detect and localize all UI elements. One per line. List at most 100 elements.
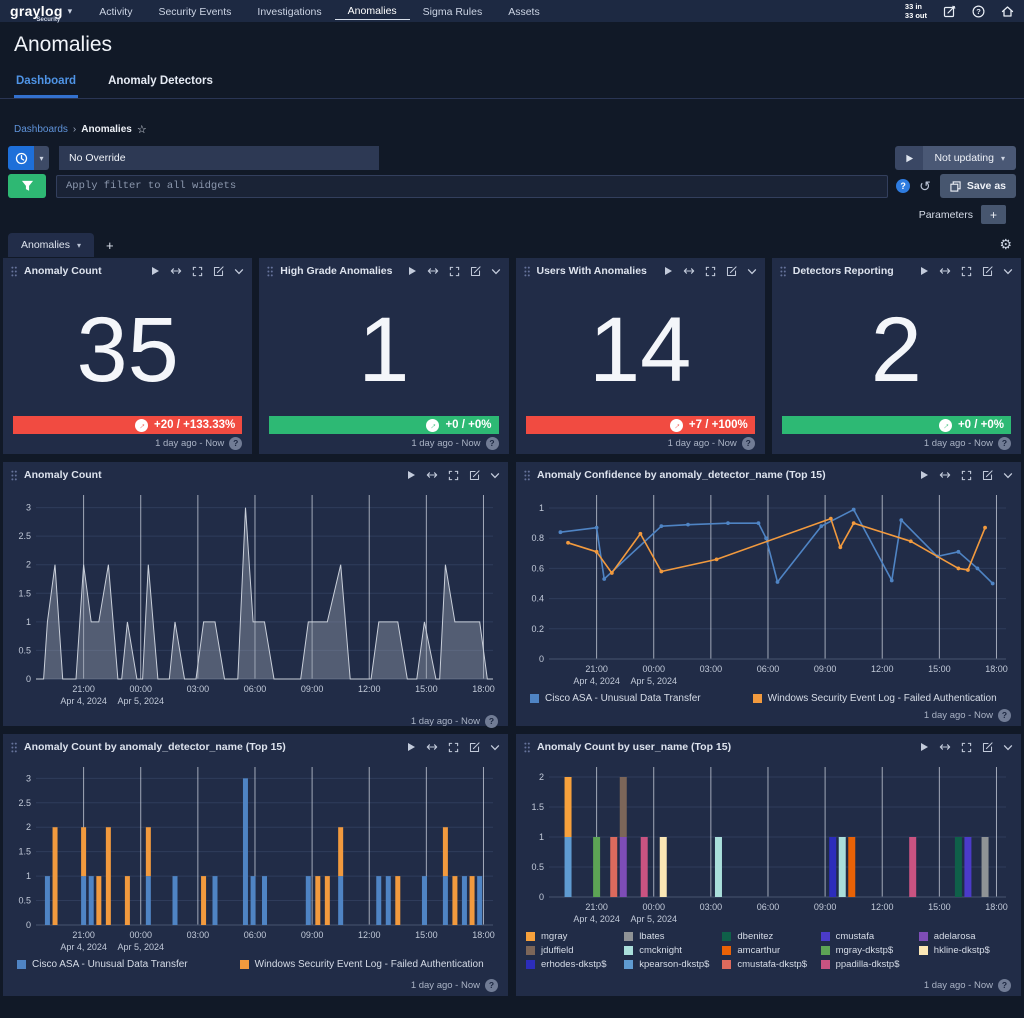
focus-widget-icon[interactable] — [448, 470, 459, 481]
legend-item[interactable]: mgray-dkstp$ — [821, 945, 913, 956]
edit-widget-icon[interactable] — [469, 742, 480, 753]
focus-widget-icon[interactable] — [448, 742, 459, 753]
breadcrumb-dashboards-link[interactable]: Dashboards — [14, 124, 68, 135]
drag-handle-icon[interactable] — [11, 470, 17, 481]
drag-handle-icon[interactable] — [11, 266, 17, 277]
chevron-down-icon[interactable] — [234, 267, 244, 276]
help-icon[interactable]: ? — [972, 5, 985, 18]
drag-handle-icon[interactable] — [524, 742, 530, 753]
play-widget-icon[interactable] — [919, 266, 929, 276]
legend-item[interactable]: cmustafa — [821, 931, 913, 942]
chevron-down-icon[interactable] — [491, 267, 501, 276]
refresh-play-button[interactable] — [895, 146, 923, 170]
nav-item-activity[interactable]: Activity — [86, 3, 145, 20]
widget-info-icon[interactable]: ? — [486, 437, 499, 450]
save-as-button[interactable]: Save as — [940, 174, 1016, 198]
move-horizontal-icon[interactable] — [939, 470, 951, 480]
home-icon[interactable] — [1001, 5, 1014, 18]
play-widget-icon[interactable] — [406, 470, 416, 480]
edit-widget-icon[interactable] — [982, 266, 993, 277]
edit-widget-icon[interactable] — [470, 266, 481, 277]
chevron-down-icon[interactable] — [490, 471, 500, 480]
play-widget-icon[interactable] — [407, 266, 417, 276]
legend-item[interactable]: erhodes-dkstp$ — [526, 959, 618, 970]
focus-widget-icon[interactable] — [961, 742, 972, 753]
filter-button[interactable] — [8, 174, 46, 198]
query-filter-input[interactable] — [56, 175, 888, 198]
drag-handle-icon[interactable] — [524, 470, 530, 481]
legend-item[interactable]: Cisco ASA - Unusual Data Transfer — [530, 693, 701, 704]
nav-item-sigma-rules[interactable]: Sigma Rules — [410, 3, 496, 20]
legend-item[interactable]: jduffield — [526, 945, 618, 956]
dashboard-page-tab-anomalies[interactable]: Anomalies ▾ — [8, 233, 94, 257]
edit-widget-icon[interactable] — [982, 470, 993, 481]
legend-item[interactable]: Windows Security Event Log - Failed Auth… — [240, 959, 484, 970]
anomaly-confidence-line-canvas[interactable]: 00.20.40.60.8121:00Apr 4, 202400:00Apr 5… — [521, 490, 1016, 692]
edit-widget-icon[interactable] — [469, 470, 480, 481]
anomaly-count-by-detector-canvas[interactable]: 00.511.522.5321:00Apr 4, 202400:00Apr 5,… — [8, 762, 503, 958]
play-widget-icon[interactable] — [663, 266, 673, 276]
move-horizontal-icon[interactable] — [170, 266, 182, 276]
legend-item[interactable]: mgray — [526, 931, 618, 942]
legend-item[interactable]: cmcknight — [624, 945, 716, 956]
anomaly-count-by-user-canvas[interactable]: 00.511.5221:00Apr 4, 202400:00Apr 5, 202… — [521, 762, 1016, 930]
play-widget-icon[interactable] — [150, 266, 160, 276]
nav-item-security-events[interactable]: Security Events — [145, 3, 244, 20]
legend-item[interactable]: kpearson-dkstp$ — [624, 959, 716, 970]
legend-item[interactable]: Windows Security Event Log - Failed Auth… — [753, 693, 997, 704]
move-horizontal-icon[interactable] — [939, 266, 951, 276]
widget-info-icon[interactable]: ? — [485, 715, 498, 728]
tab-anomaly-detectors[interactable]: Anomaly Detectors — [106, 67, 215, 98]
legend-item[interactable]: cmustafa-dkstp$ — [722, 959, 814, 970]
play-widget-icon[interactable] — [919, 470, 929, 480]
legend-item[interactable]: amcarthur — [722, 945, 814, 956]
move-horizontal-icon[interactable] — [683, 266, 695, 276]
refresh-interval-button[interactable]: Not updating ▾ — [923, 146, 1016, 170]
edit-widget-icon[interactable] — [982, 742, 993, 753]
query-history-icon[interactable]: ↺ — [919, 179, 931, 193]
move-horizontal-icon[interactable] — [426, 742, 438, 752]
widget-info-icon[interactable]: ? — [998, 709, 1011, 722]
nav-item-anomalies[interactable]: Anomalies — [335, 2, 410, 20]
widget-info-icon[interactable]: ? — [485, 979, 498, 992]
drag-handle-icon[interactable] — [524, 266, 530, 277]
widget-info-icon[interactable]: ? — [998, 979, 1011, 992]
tab-dashboard[interactable]: Dashboard — [14, 67, 78, 98]
chevron-down-icon[interactable] — [1003, 267, 1013, 276]
chevron-down-icon[interactable] — [747, 267, 757, 276]
nav-item-investigations[interactable]: Investigations — [244, 3, 334, 20]
throughput-indicator[interactable]: 33 in 33 out — [905, 2, 927, 21]
timerange-caret-button[interactable]: ▾ — [34, 146, 49, 170]
legend-item[interactable]: hkline-dkstp$ — [919, 945, 1011, 956]
edit-widget-icon[interactable] — [726, 266, 737, 277]
legend-item[interactable]: ppadilla-dkstp$ — [821, 959, 913, 970]
legend-item[interactable]: adelarosa — [919, 931, 1011, 942]
chevron-down-icon[interactable] — [1003, 471, 1013, 480]
favorite-star-icon[interactable]: ☆ — [137, 123, 147, 136]
focus-widget-icon[interactable] — [961, 470, 972, 481]
chevron-down-icon[interactable] — [1003, 743, 1013, 752]
legend-item[interactable]: dbenitez — [722, 931, 814, 942]
drag-handle-icon[interactable] — [267, 266, 273, 277]
timerange-value[interactable]: No Override — [59, 146, 379, 170]
nav-item-assets[interactable]: Assets — [495, 3, 553, 20]
edit-widget-icon[interactable] — [213, 266, 224, 277]
compose-icon[interactable] — [943, 5, 956, 18]
drag-handle-icon[interactable] — [11, 742, 17, 753]
play-widget-icon[interactable] — [406, 742, 416, 752]
add-parameter-button[interactable]: + — [981, 205, 1006, 224]
focus-widget-icon[interactable] — [192, 266, 203, 277]
graylog-logo[interactable]: graylog Security ▾ — [10, 1, 72, 21]
drag-handle-icon[interactable] — [780, 266, 786, 277]
dashboard-settings-gear-icon[interactable]: ⚙ — [995, 236, 1016, 257]
widget-info-icon[interactable]: ? — [998, 437, 1011, 450]
legend-item[interactable]: Cisco ASA - Unusual Data Transfer — [17, 959, 188, 970]
legend-item[interactable]: lbates — [624, 931, 716, 942]
move-horizontal-icon[interactable] — [426, 470, 438, 480]
anomaly-count-area-canvas[interactable]: 00.511.522.5321:00Apr 4, 202400:00Apr 5,… — [8, 490, 503, 712]
move-horizontal-icon[interactable] — [939, 742, 951, 752]
move-horizontal-icon[interactable] — [427, 266, 439, 276]
widget-info-icon[interactable]: ? — [742, 437, 755, 450]
query-help-icon[interactable]: ? — [896, 179, 910, 193]
play-widget-icon[interactable] — [919, 742, 929, 752]
